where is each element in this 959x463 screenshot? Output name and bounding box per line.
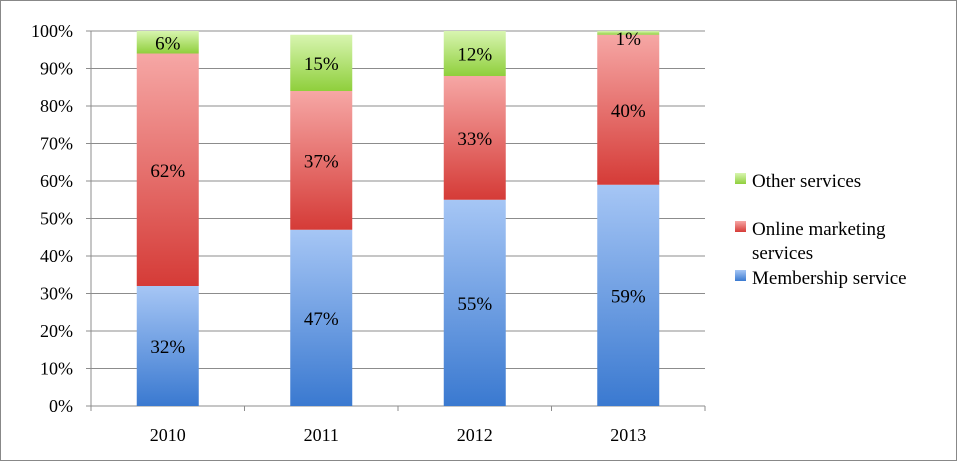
legend-label: Online marketing services [752,219,886,264]
data-label: 55% [457,294,492,315]
data-label: 1% [616,29,642,50]
legend-label: Membership service [752,268,907,289]
legend: Other services Online marketing services Me… [735,171,907,289]
bar-segment [290,229,353,406]
bar-segment [136,53,199,286]
x-tick-label: 2012 [457,425,493,445]
legend-label-line: Membership service [752,268,907,289]
data-label: 33% [457,129,492,150]
bar-segment [443,199,506,406]
bar-segment [290,34,353,91]
bar-segment [290,91,353,230]
data-label: 37% [304,151,339,172]
y-tick-label: 10% [40,359,73,379]
legend-label-line: Online marketing [752,219,886,240]
y-tick-label: 20% [40,321,73,341]
legend-swatch [735,270,746,281]
data-label: 47% [304,309,339,330]
y-tick-label: 60% [40,171,73,191]
y-tick-label: 0% [49,396,73,416]
axis-layer: 0% 10% 20% 30% 40% 50% 60% 70% 80% 90% 100% 2010 201… [31,21,706,445]
data-label: 32% [150,337,185,358]
y-tick-label: 50% [40,209,73,229]
bar-segment [597,31,660,35]
data-label: 15% [304,54,339,75]
y-tick-label: 80% [40,96,73,116]
legend-swatch [735,221,746,232]
legend-label-line: Other services [752,171,861,192]
bar-segment [136,31,199,54]
bar-segment [597,184,660,406]
legend-label-line: services [752,243,813,264]
legend-label: Other services [752,171,861,192]
data-label: 12% [457,45,492,66]
bar-segment [443,31,506,76]
data-label: 62% [150,161,185,182]
x-tick-label: 2013 [610,425,646,445]
y-tick-label: 70% [40,134,73,154]
data-label: 59% [611,286,646,307]
bar-segment [136,286,199,406]
x-tick-label: 2011 [304,425,339,445]
legend-swatch [735,173,746,184]
y-tick-label: 90% [40,59,73,79]
x-tick-label: 2010 [150,425,186,445]
bar-segment [443,76,506,200]
bar-segment [597,34,660,185]
bars-layer [136,31,660,406]
data-labels-layer: 32% 62% 6% 47% 37% 15% 55% 33% 12% 59% 40% 1% [150,29,646,358]
y-tick-label: 100% [31,21,73,41]
data-label: 40% [611,101,646,122]
data-label: 6% [155,33,181,54]
y-tick-label: 40% [40,246,73,266]
y-tick-label: 30% [40,284,73,304]
